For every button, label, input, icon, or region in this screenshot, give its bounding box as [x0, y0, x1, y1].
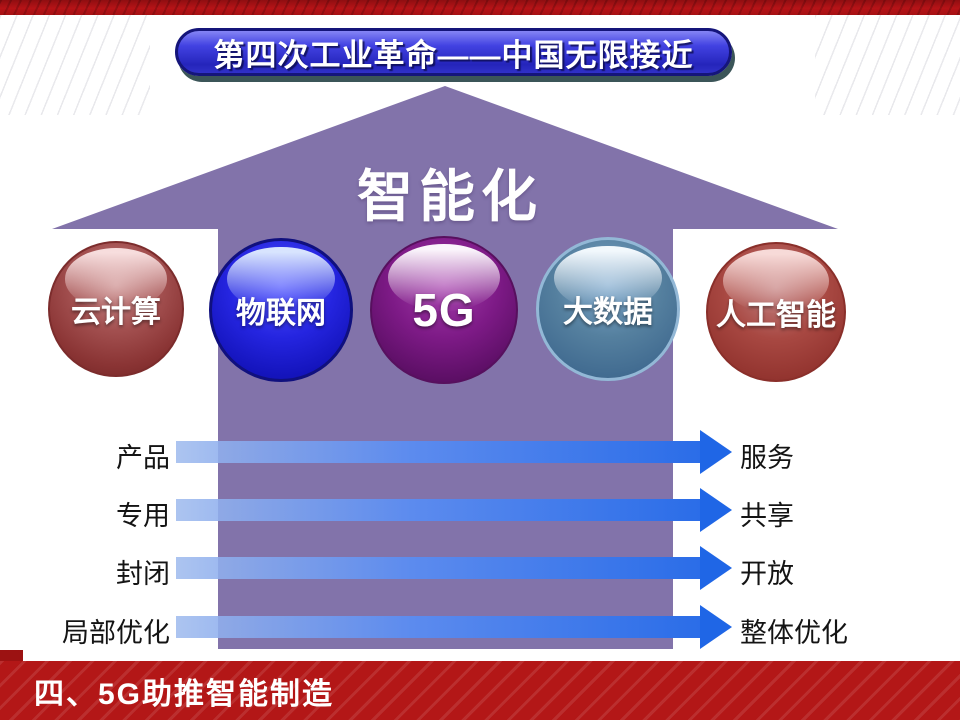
decor-stripes-top-right — [815, 15, 960, 115]
slide-title: 第四次工业革命——中国无限接近 — [213, 37, 694, 73]
right-arrow-head — [700, 488, 732, 532]
footer-stripe-texture — [0, 661, 960, 720]
right-arrow-body — [176, 616, 700, 638]
sphere-label: 大数据 — [563, 296, 653, 329]
main-arrow-label: 智能化 — [357, 165, 543, 228]
sphere-gloss-highlight — [387, 243, 501, 312]
footer-red-banner: 四、5G助推智能制造 — [0, 661, 960, 720]
sphere-label: 云计算 — [71, 296, 161, 329]
transition-to-label: 整体优化 — [740, 618, 848, 648]
transition-from-label: 专用 — [116, 501, 170, 531]
sphere-gloss-highlight — [722, 249, 830, 314]
sphere-5g: 5G — [370, 236, 518, 384]
slide-title-banner: 第四次工业革命——中国无限接近 — [175, 28, 732, 76]
transition-to-label: 服务 — [740, 443, 794, 473]
sphere-gloss-highlight — [64, 248, 168, 311]
right-arrow-head — [700, 430, 732, 474]
sphere-cloud-computing: 云计算 — [48, 241, 184, 377]
top-red-bar-stripe-texture — [0, 0, 960, 15]
footer-corner-notch — [0, 650, 23, 662]
right-arrow-body — [176, 499, 700, 521]
transition-to-label: 开放 — [740, 559, 794, 589]
sphere-gloss-highlight — [227, 246, 335, 312]
transition-from-label: 封闭 — [116, 559, 170, 589]
right-arrow-head — [700, 546, 732, 590]
top-red-bar — [0, 0, 960, 15]
sphere-label: 人工智能 — [716, 299, 836, 332]
sphere-label: 物联网 — [236, 297, 326, 330]
sphere-iot: 物联网 — [209, 238, 353, 382]
transition-from-label: 局部优化 — [62, 618, 170, 648]
right-arrow-head — [700, 605, 732, 649]
sphere-gloss-highlight — [554, 245, 662, 311]
transition-row: 专用 共享 — [0, 480, 960, 540]
transition-row: 封闭 开放 — [0, 538, 960, 598]
sphere-label: 5G — [412, 284, 476, 336]
decor-stripes-top-left — [0, 15, 150, 115]
sphere-ai: 人工智能 — [706, 242, 846, 382]
right-arrow-body — [176, 441, 700, 463]
transition-row: 局部优化 整体优化 — [0, 597, 960, 657]
transition-row: 产品 服务 — [0, 422, 960, 482]
sphere-big-data: 大数据 — [536, 237, 680, 381]
transition-to-label: 共享 — [740, 501, 794, 531]
right-arrow-body — [176, 557, 700, 579]
footer-section-title: 四、5G助推智能制造 — [34, 677, 335, 711]
transition-from-label: 产品 — [116, 443, 170, 473]
